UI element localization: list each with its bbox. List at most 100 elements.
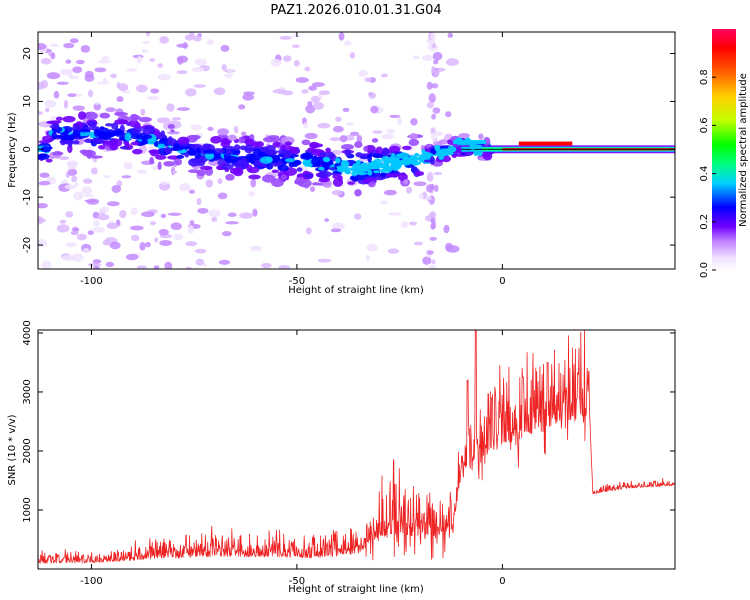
snr-y-label: SNR (10 * v/v)	[7, 414, 18, 485]
heatmap-blob	[38, 140, 51, 144]
heatmap-blob	[482, 151, 493, 161]
heatmap-blob	[338, 32, 345, 41]
heatmap-blob	[220, 140, 231, 148]
heatmap-blob	[38, 180, 51, 186]
heatmap-blob	[244, 144, 254, 154]
heatmap-blob	[139, 242, 146, 251]
heatmap-blob	[170, 222, 182, 231]
heatmap-blob	[99, 112, 111, 119]
heatmap-blob	[71, 140, 80, 145]
heatmap-blob	[40, 58, 52, 65]
heatmap-blob	[292, 160, 301, 165]
heatmap-blob	[197, 207, 209, 214]
heatmap-blob	[383, 189, 397, 196]
heatmap-blob	[301, 89, 309, 94]
heatmap-blob	[401, 145, 412, 151]
heatmap-blob	[329, 137, 341, 142]
heatmap-blob	[116, 96, 124, 102]
heatmap-blob	[146, 32, 151, 37]
heatmap-blob	[53, 122, 59, 130]
heatmap-blob	[178, 183, 191, 192]
heatmap-blob	[186, 135, 198, 143]
heatmap-blob	[90, 155, 103, 159]
heatmap-blob	[318, 170, 327, 179]
heatmap-blob	[191, 67, 205, 72]
heatmap-blob	[433, 59, 439, 65]
heatmap-blob	[239, 212, 253, 219]
heatmap-blob	[246, 157, 252, 163]
heatmap-blob	[109, 138, 123, 147]
heatmap-hotspot	[318, 166, 325, 171]
heatmap-blob	[83, 248, 90, 253]
heatmap-blob	[185, 241, 198, 247]
heatmap-blob	[150, 88, 160, 94]
heatmap-blob	[101, 56, 110, 61]
heatmap-blob	[254, 161, 259, 167]
heatmap-blob	[129, 113, 139, 122]
heatmap-blob	[82, 178, 93, 184]
heatmap-blob	[157, 63, 163, 68]
heatmap-blob	[295, 77, 309, 83]
heatmap-blob	[173, 233, 184, 241]
heatmap-blob	[39, 172, 50, 178]
heatmap-blob	[221, 64, 227, 71]
heatmap-blob	[431, 259, 436, 265]
heatmap-blob	[332, 174, 342, 180]
heatmap-blob	[361, 179, 371, 183]
heatmap-blob	[186, 266, 192, 269]
heatmap-blob	[414, 171, 425, 176]
heatmap-blob	[412, 55, 420, 60]
heatmap-blob	[389, 114, 401, 119]
heatmap-blob	[233, 125, 239, 134]
heatmap-blob	[96, 214, 110, 221]
heatmap-blob	[81, 186, 93, 195]
colorbar-tick-label: 0.0	[699, 262, 710, 278]
y-tick-label: 4000	[22, 320, 33, 345]
heatmap-blob	[67, 68, 73, 78]
heatmap-blob	[56, 81, 69, 85]
heatmap-blob	[189, 220, 195, 226]
heatmap-blob	[158, 228, 169, 236]
colorbar-tick-label: 0.6	[699, 117, 710, 133]
x-tick-label: -50	[289, 576, 305, 587]
heatmap-blob	[291, 34, 301, 38]
heatmap-blob	[45, 158, 53, 163]
heatmap-blob	[403, 178, 409, 185]
heatmap-blob	[425, 196, 432, 201]
heatmap-blob	[251, 141, 261, 148]
heatmap-blob	[40, 146, 52, 153]
heatmap-blob	[167, 131, 180, 135]
heatmap-blob	[217, 192, 228, 200]
heatmap-blob	[174, 158, 183, 166]
heatmap-hotspot	[335, 157, 341, 164]
heatmap-blob	[356, 134, 363, 143]
heatmap-blob	[335, 116, 342, 122]
heatmap-blob	[280, 144, 287, 150]
y-tick-label: 3000	[22, 379, 33, 404]
x-tick-label: 0	[499, 576, 505, 587]
heatmap-blob	[354, 213, 362, 220]
heatmap-blob	[324, 218, 330, 223]
heatmap-blob	[156, 143, 166, 149]
heatmap-blob	[125, 253, 139, 261]
heatmap-blob	[136, 265, 147, 269]
heatmap-blob	[72, 66, 83, 74]
heatmap-blob	[159, 239, 172, 246]
heatmap-blob	[277, 164, 289, 172]
heatmap-blob	[397, 117, 403, 126]
heatmap-blob	[307, 101, 313, 107]
heatmap-blob	[51, 131, 58, 140]
heatmap-blob	[279, 35, 292, 40]
heatmap-blob	[166, 103, 175, 112]
heatmap-blob	[433, 69, 440, 78]
heatmap-blob	[301, 139, 311, 146]
heatmap-hotspot	[450, 146, 457, 153]
heatmap-blob	[447, 32, 454, 38]
heatmap-blob	[103, 174, 111, 178]
heatmap-blob	[195, 258, 205, 266]
heatmap-blob	[317, 122, 331, 129]
heatmap-blob	[130, 225, 144, 231]
heatmap-blob	[368, 181, 376, 188]
snr-panel: -100 -50 0 1000 2000 3000 4000 Height of stra…	[7, 320, 676, 595]
heatmap-blob	[280, 174, 287, 180]
